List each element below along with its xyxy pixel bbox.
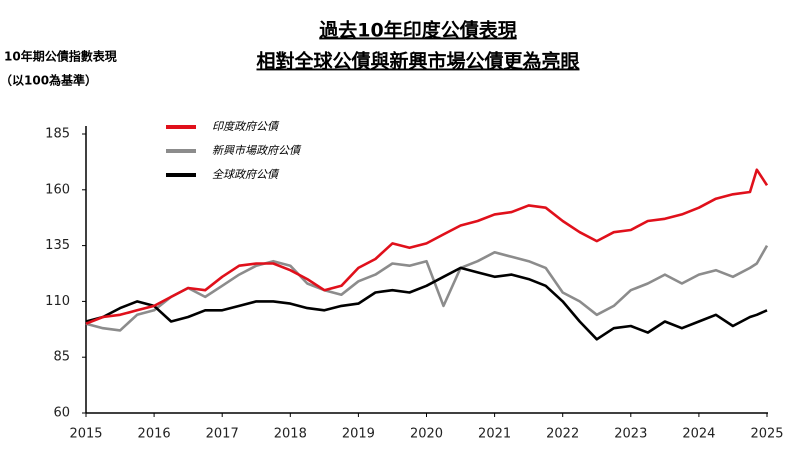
x-tick-label: 2017 — [206, 427, 239, 442]
x-tick-label: 2022 — [546, 427, 579, 442]
y-tick-label: 110 — [45, 294, 70, 309]
x-tick-label: 2018 — [274, 427, 307, 442]
y-tick-label: 135 — [45, 238, 70, 253]
legend-label: 新興市場政府公債 — [212, 144, 302, 157]
chart-subtitle: 相對全球公債與新興市場公債更為亮眼 — [256, 50, 579, 73]
legend-label: 全球政府公債 — [212, 168, 280, 181]
x-tick-label: 2023 — [614, 427, 647, 442]
series-line — [85, 266, 768, 341]
legend-label: 印度政府公債 — [212, 120, 280, 133]
y-tick-label: 160 — [45, 182, 70, 197]
x-tick-label: 2020 — [410, 427, 443, 442]
x-tick-label: 2024 — [682, 427, 715, 442]
y-tick-label: 85 — [53, 350, 70, 365]
x-tick-label: 2025 — [750, 427, 783, 442]
series-line — [85, 244, 769, 332]
y-tick-label: 60 — [53, 406, 70, 421]
x-tick-label: 2019 — [342, 427, 375, 442]
y-axis-note: （以100為基準） — [0, 73, 97, 88]
series-line — [85, 168, 769, 325]
x-tick-label: 2021 — [478, 427, 511, 442]
x-tick-label: 2015 — [69, 427, 102, 442]
chart-title: 過去10年印度公債表現 — [319, 19, 516, 42]
y-axis-label: 10年期公債指數表現 — [4, 49, 117, 64]
y-tick-label: 185 — [45, 127, 70, 142]
x-tick-label: 2016 — [138, 427, 171, 442]
